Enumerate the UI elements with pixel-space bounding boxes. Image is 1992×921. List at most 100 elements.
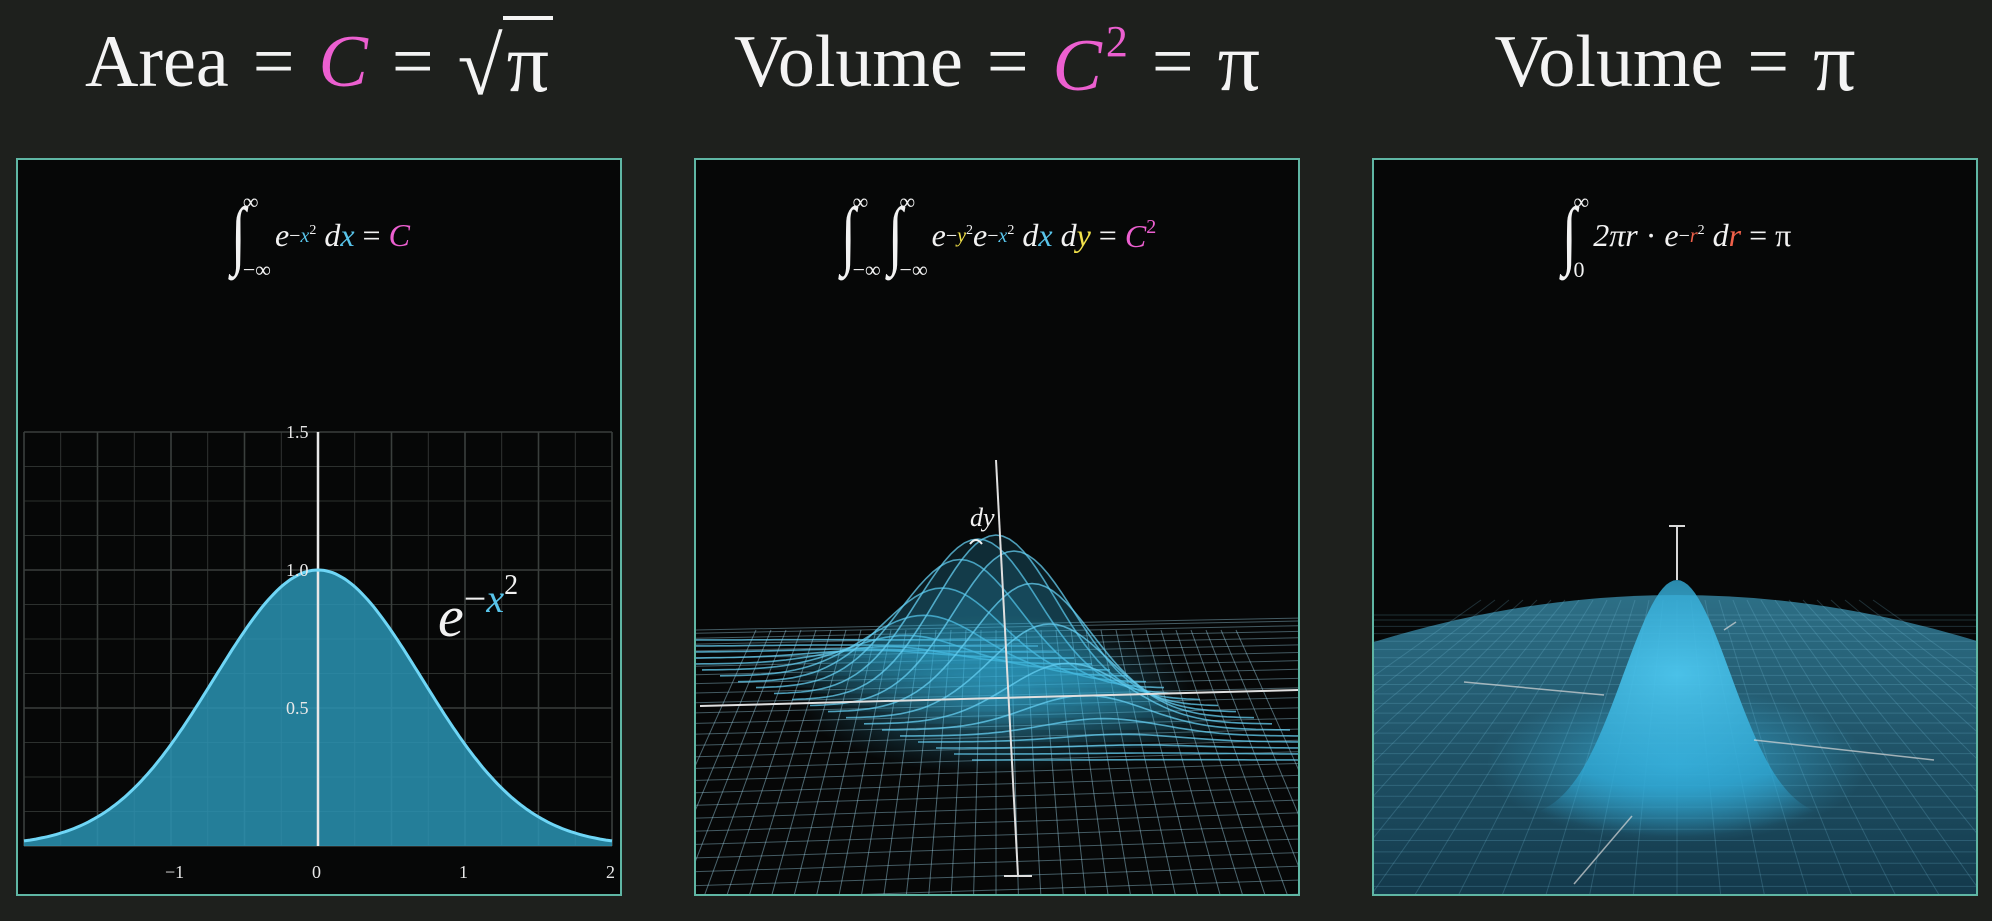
floor-line	[1802, 599, 1976, 792]
formula-2-inner-lower: −∞	[899, 257, 928, 282]
formula-2-dx-d: d	[1022, 216, 1039, 253]
surface-axes	[699, 459, 1298, 877]
chart-y-tick-labels: 0.5 1.0 1.5	[286, 422, 309, 718]
curve-label-minus: −	[464, 576, 487, 621]
formula-2-dx-var: x	[1038, 216, 1053, 253]
formula-1-d: d	[324, 216, 341, 253]
radial-bell-surface	[1461, 580, 1893, 850]
floor-line	[1235, 629, 1298, 770]
y-axis-line	[1723, 621, 1737, 631]
heading-volume-result: π	[1217, 15, 1261, 109]
heading-volume-pi-eq: =	[1747, 20, 1790, 103]
formula-2-dy-d: d	[1060, 216, 1077, 253]
floor-line	[1220, 629, 1298, 815]
floor-line	[1374, 599, 1552, 797]
floor-line	[696, 825, 1298, 845]
floor-line	[696, 774, 1298, 794]
formula-3-dvar: r	[1728, 216, 1742, 253]
formula-3-d: d	[1712, 216, 1729, 253]
floor-line	[1774, 599, 1976, 887]
surface-slice	[845, 623, 1255, 719]
floor-line	[696, 812, 1298, 832]
heading-area-sqrt: √ π	[457, 15, 554, 113]
formula-1-lower: −∞	[242, 257, 271, 282]
y-axis-line	[995, 459, 1019, 877]
heading-volume-eq: =	[986, 20, 1029, 103]
surface-slice	[696, 644, 1038, 647]
x-tick-label: 2	[606, 862, 615, 882]
formula-1-eq: =	[362, 216, 381, 253]
chart-curve-line	[23, 568, 613, 843]
sqrt-icon: √	[457, 21, 503, 113]
heading-volume-power: 2	[1105, 16, 1128, 66]
formula-2-minus-y: −	[945, 224, 958, 247]
heading-volume-c2: Volume = C2 = π	[694, 14, 1300, 110]
formula-2-exp-x: x	[998, 224, 1008, 247]
formula-2-exp-x2: 2	[1007, 222, 1015, 238]
heading-volume-label: Volume	[733, 20, 963, 103]
floor-line	[696, 799, 1298, 819]
formula-2-inner-upper: ∞	[899, 189, 916, 214]
formula-1-exp: 2	[309, 222, 317, 238]
formula-2-result-letter: C	[1124, 217, 1147, 254]
formula-1-result: C	[388, 216, 410, 253]
surface-slice	[737, 587, 1147, 683]
surface-slice	[936, 744, 1298, 749]
floor-line	[696, 629, 787, 862]
integral-sign-icon: ∫ ∞ −∞	[887, 189, 928, 282]
curve-label-base: e	[438, 584, 464, 649]
formula-3-upper: ∞	[1573, 189, 1590, 214]
formula-2-base-y: e	[931, 216, 946, 253]
surface-slice	[696, 645, 1092, 665]
heading-area-label: Area	[84, 20, 229, 103]
y-axis-line	[1573, 815, 1633, 885]
floor-line	[1190, 629, 1288, 894]
formula-3-dot: ·	[1645, 216, 1657, 253]
formula-3-r: r	[1625, 216, 1638, 253]
floor-line	[1872, 599, 1976, 674]
formula-3-eq: =	[1749, 216, 1768, 253]
gaussian-radial-surface	[1374, 525, 1976, 894]
integral-sign-icon: ∫ ∞ −∞	[231, 189, 271, 282]
integral-sign-icon: ∫ ∞ −∞	[840, 189, 881, 282]
curve-label-var: x	[485, 576, 504, 621]
heading-area-const: C	[318, 20, 368, 103]
heading-volume-pi-label: Volume	[1494, 20, 1724, 103]
x-axis-line	[699, 689, 1298, 707]
floor-line	[696, 629, 757, 766]
floor-line	[1816, 599, 1976, 759]
x-tick-label: −1	[165, 862, 184, 882]
surface-slice	[900, 717, 1298, 737]
formula-2-minus-x: −	[987, 224, 999, 247]
formula-2-exp-y: y	[957, 224, 967, 247]
dy-brace-icon	[969, 539, 983, 545]
formula-3-factor: 2π	[1593, 216, 1626, 253]
formula-3-result: π	[1775, 216, 1792, 253]
floor-line	[1374, 599, 1566, 838]
floor-line	[1844, 599, 1976, 710]
formula-1-exp-var: x	[300, 224, 310, 247]
floor-line	[1374, 599, 1524, 736]
heading-area: Area = C = √ π	[16, 14, 622, 110]
formula-1-minus: −	[289, 224, 301, 247]
x-axis-line	[1753, 739, 1935, 761]
floor-line	[1374, 599, 1538, 763]
floor-line	[696, 838, 1298, 859]
formula-1-dvar: x	[340, 216, 355, 253]
surface-slice	[755, 558, 1165, 689]
floor-line	[1175, 629, 1266, 894]
formula-3-exp-var: r	[1689, 224, 1698, 247]
surface-slice	[954, 752, 1298, 755]
formula-3-base: e	[1664, 216, 1679, 253]
surface-slice	[863, 662, 1273, 725]
integral-sign-icon: ∫ ∞ 0	[1561, 189, 1590, 282]
heading-volume-pi-result: π	[1813, 15, 1856, 109]
surface-slice	[719, 614, 1129, 677]
floor-line	[1830, 599, 1976, 732]
surface-slice	[791, 534, 1201, 701]
